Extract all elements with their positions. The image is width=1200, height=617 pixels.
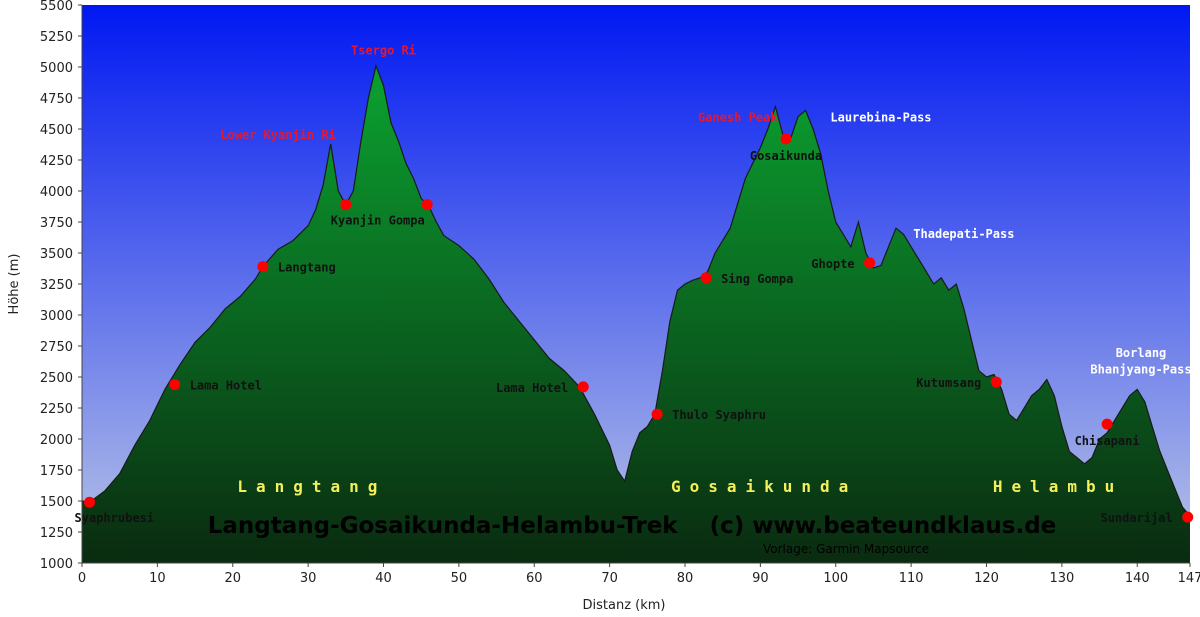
y-tick-label: 2500 [40, 371, 73, 386]
x-tick-label: 120 [974, 571, 999, 586]
y-tick-label: 5250 [40, 30, 73, 45]
waypoint-marker [1182, 511, 1194, 523]
x-tick-label: 10 [149, 571, 166, 586]
waypoint-marker [990, 376, 1002, 388]
waypoint-label: Sing Gompa [721, 272, 793, 286]
y-tick-label: 5000 [40, 61, 73, 76]
x-tick-label: 90 [752, 571, 769, 586]
peak-label: Tsergo Ri [351, 44, 416, 58]
y-axis-title: Höhe (m) [7, 254, 22, 315]
waypoint-label: Lama Hotel [190, 378, 262, 392]
peak-label: Bhanjyang-Pass [1090, 362, 1191, 376]
y-tick-label: 3750 [40, 216, 73, 231]
x-tick-label: 0 [78, 571, 86, 586]
waypoint-label: Kyanjin Gompa [331, 214, 425, 228]
waypoint-marker [1101, 418, 1113, 430]
y-tick-label: 5500 [40, 0, 73, 14]
x-tick-label: 20 [224, 571, 241, 586]
waypoint-label: Lama Hotel [496, 381, 568, 395]
waypoint-marker [700, 272, 712, 284]
x-tick-label: 70 [601, 571, 618, 586]
waypoint-label: Chisapani [1075, 434, 1140, 448]
elevation-area [82, 65, 1190, 564]
waypoint-label: Thulo Syaphru [672, 408, 766, 422]
elevation-line [81, 63, 1191, 517]
waypoint-marker [864, 257, 876, 269]
x-tick-label: 40 [375, 571, 392, 586]
waypoint-marker [340, 199, 352, 211]
y-tick-label: 3500 [40, 247, 73, 262]
x-tick-label: 80 [677, 571, 694, 586]
x-tick-label: 147 [1178, 571, 1200, 586]
region-label: Gosaikunda [671, 477, 857, 496]
y-tick-label: 1750 [40, 464, 73, 479]
x-axis-title: Distanz (km) [583, 598, 666, 613]
y-tick-label: 1500 [40, 495, 73, 510]
y-tick-label: 4500 [40, 123, 73, 138]
waypoint-marker [421, 199, 433, 211]
waypoint-label: Ghopte [811, 257, 854, 271]
waypoint-label: Syaphrubesi [75, 511, 154, 525]
x-tick-label: 110 [899, 571, 924, 586]
peak-label: Laurebina-Pass [830, 111, 931, 125]
peak-label: Thadepati-Pass [913, 227, 1014, 241]
chart-title: Langtang-Gosaikunda-Helambu-Trek (c) www… [208, 513, 1057, 539]
y-tick-label: 3000 [40, 309, 73, 324]
x-tick-label: 60 [526, 571, 543, 586]
y-tick-label: 1000 [40, 557, 73, 572]
x-tick-label: 100 [823, 571, 848, 586]
region-label: Helambu [993, 477, 1123, 496]
x-tick-label: 50 [451, 571, 468, 586]
waypoint-marker [577, 381, 589, 393]
peak-label: Borlang [1116, 346, 1167, 360]
y-tick-label: 3250 [40, 278, 73, 293]
x-tick-label: 140 [1125, 571, 1150, 586]
x-tick-label: 130 [1049, 571, 1074, 586]
x-tick-label: 30 [300, 571, 317, 586]
y-tick-label: 2250 [40, 402, 73, 417]
waypoint-label: Langtang [278, 261, 336, 275]
waypoint-label: Sundarijal [1100, 511, 1172, 525]
y-tick-label: 4000 [40, 185, 73, 200]
chart-subtitle: Vorlage: Garmin Mapsource [763, 542, 929, 556]
y-tick-label: 2000 [40, 433, 73, 448]
peak-label: Lower Kyanjin Ri [220, 128, 336, 142]
y-tick-label: 4250 [40, 154, 73, 169]
region-label: Langtang [237, 477, 386, 496]
y-tick-label: 4750 [40, 92, 73, 107]
waypoint-marker [169, 378, 181, 390]
waypoint-marker [257, 261, 269, 273]
y-tick-label: 1250 [40, 526, 73, 541]
waypoint-marker [84, 496, 96, 508]
peak-label: Ganesh Peak [698, 111, 778, 125]
waypoint-marker [780, 133, 792, 145]
waypoint-label: Kutumsang [916, 376, 981, 390]
waypoint-label: Gosaikunda [750, 149, 822, 163]
y-tick-label: 2750 [40, 340, 73, 355]
waypoint-marker [651, 408, 663, 420]
